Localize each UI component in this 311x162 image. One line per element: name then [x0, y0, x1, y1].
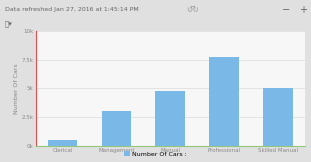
Y-axis label: Number Of Cars: Number Of Cars: [14, 63, 19, 114]
Bar: [48, 140, 77, 146]
Legend: Number Of Cars :: Number Of Cars :: [121, 149, 190, 159]
Bar: [156, 91, 185, 146]
Text: ↺↻: ↺↻: [187, 5, 199, 14]
Text: Data refreshed Jan 27, 2016 at 1:45:14 PM: Data refreshed Jan 27, 2016 at 1:45:14 P…: [5, 7, 138, 12]
Text: −: −: [282, 5, 290, 15]
Bar: [209, 57, 239, 146]
Bar: [263, 88, 293, 146]
Text: +: +: [299, 5, 307, 15]
Bar: [102, 111, 131, 146]
Text: 🔍▾: 🔍▾: [5, 20, 12, 27]
